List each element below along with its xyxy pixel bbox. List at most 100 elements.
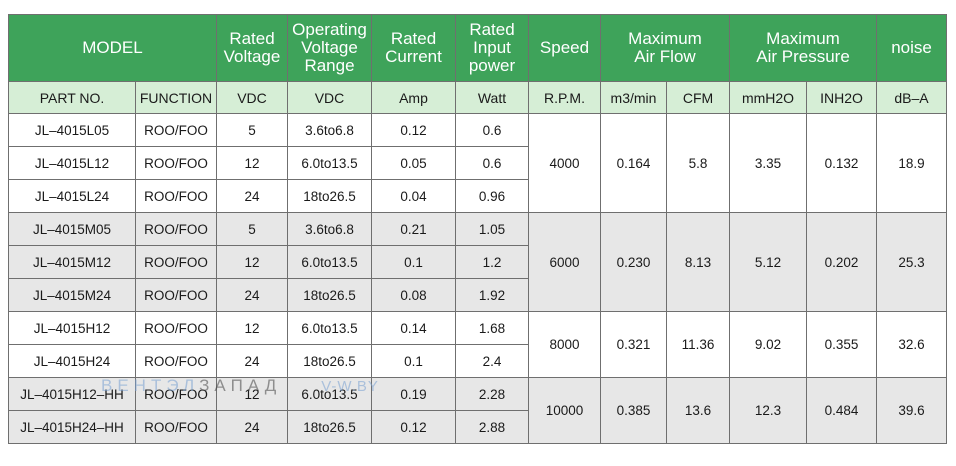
voltage-range-cell: 18to26.5 [287, 179, 372, 213]
function-cell: ROO/FOO [135, 278, 217, 312]
subheader-mmh2o: mmH2O [729, 81, 808, 114]
rated-current-cell: 0.19 [371, 377, 456, 411]
subheader-function: FUNCTION [135, 81, 217, 114]
header-model: MODEL [8, 14, 217, 82]
air-flow-cfm-cell: 8.13 [665, 212, 731, 312]
rated-current-cell: 0.1 [371, 245, 456, 279]
air-pressure-inh2o-cell: 0.132 [806, 113, 878, 213]
rated-current-cell: 0.08 [371, 278, 456, 312]
input-power-cell: 2.88 [455, 410, 529, 444]
air-flow-m3min-cell: 0.385 [600, 377, 667, 444]
function-cell: ROO/FOO [135, 113, 217, 147]
rated-current-cell: 0.14 [371, 311, 456, 345]
subheader-row: PART NO. FUNCTION VDC VDC Amp Watt R.P.M… [8, 81, 948, 114]
table-row: JL–4015M12 ROO/FOO 12 6.0to13.5 0.1 1.2 [8, 245, 947, 279]
voltage-range-cell: 6.0to13.5 [287, 146, 372, 180]
air-flow-m3min-cell: 0.321 [600, 311, 667, 378]
air-flow-cfm-cell: 13.6 [665, 377, 731, 444]
part-no-cell: JL–4015H12–HH [8, 377, 136, 411]
speed-cell: 10000 [528, 377, 601, 444]
part-no-cell: JL–4015M12 [8, 245, 136, 279]
header-operating-voltage-range: Operating Voltage Range [287, 14, 372, 82]
function-cell: ROO/FOO [135, 179, 217, 213]
voltage-range-cell: 6.0to13.5 [287, 311, 372, 345]
table-row: JL–4015H12–HH ROO/FOO 12 6.0to13.5 0.19 2.28 1… [8, 377, 948, 444]
rated-voltage-cell: 12 [216, 377, 288, 411]
part-no-cell: JL–4015M24 [8, 278, 136, 312]
air-pressure-inh2o-cell: 0.355 [806, 311, 878, 378]
fan-spec-table: MODEL Rated Voltage Operating Voltage Ra… [8, 14, 948, 444]
table-row: JL–4015L05 ROO/FOO 5 3.6to6.8 0.12 0.6 4000 0.1… [8, 113, 948, 213]
input-power-cell: 0.6 [455, 146, 529, 180]
function-cell: ROO/FOO [135, 212, 217, 246]
rated-voltage-cell: 24 [216, 410, 288, 444]
voltage-range-cell: 18to26.5 [287, 278, 372, 312]
air-flow-m3min-cell: 0.230 [600, 212, 667, 312]
function-cell: ROO/FOO [135, 377, 217, 411]
part-no-cell: JL–4015H24–HH [8, 410, 136, 444]
rated-current-cell: 0.21 [371, 212, 456, 246]
air-pressure-mmh2o-cell: 12.3 [729, 377, 808, 444]
noise-cell: 39.6 [876, 377, 948, 444]
speed-cell: 8000 [528, 311, 601, 378]
noise-cell: 25.3 [876, 212, 948, 312]
rated-voltage-cell: 12 [216, 245, 288, 279]
subheader-part-no: PART NO. [8, 81, 136, 114]
input-power-cell: 1.68 [455, 311, 529, 345]
part-no-cell: JL–4015L05 [8, 113, 136, 147]
noise-cell: 18.9 [876, 113, 948, 213]
function-cell: ROO/FOO [135, 410, 217, 444]
rated-current-cell: 0.05 [371, 146, 456, 180]
air-pressure-mmh2o-cell: 9.02 [729, 311, 808, 378]
voltage-range-cell: 18to26.5 [287, 344, 372, 378]
rated-current-cell: 0.12 [371, 410, 456, 444]
function-cell: ROO/FOO [135, 245, 217, 279]
subheader-vdc-range: VDC [287, 81, 372, 114]
table-row: JL–4015L24 ROO/FOO 24 18to26.5 0.04 0.96 [8, 179, 947, 213]
rated-voltage-cell: 12 [216, 146, 288, 180]
voltage-range-cell: 3.6to6.8 [287, 113, 372, 147]
rated-voltage-cell: 24 [216, 278, 288, 312]
noise-cell: 32.6 [876, 311, 948, 378]
subheader-rpm: R.P.M. [528, 81, 601, 114]
subheader-dba: dB–A [876, 81, 948, 114]
air-pressure-mmh2o-cell: 3.35 [729, 113, 808, 213]
voltage-range-cell: 6.0to13.5 [287, 245, 372, 279]
voltage-range-cell: 18to26.5 [287, 410, 372, 444]
input-power-cell: 1.92 [455, 278, 529, 312]
rated-voltage-cell: 24 [216, 344, 288, 378]
rated-voltage-cell: 5 [216, 212, 288, 246]
air-pressure-inh2o-cell: 0.202 [806, 212, 878, 312]
rated-voltage-cell: 24 [216, 179, 288, 213]
part-no-cell: JL–4015M05 [8, 212, 136, 246]
subheader-watt: Watt [455, 81, 529, 114]
input-power-cell: 0.6 [455, 113, 529, 147]
header-rated-input-power: Rated Input power [455, 14, 529, 82]
header-max-air-pressure: Maximum Air Pressure [729, 14, 878, 82]
rated-current-cell: 0.12 [371, 113, 456, 147]
air-pressure-mmh2o-cell: 5.12 [729, 212, 808, 312]
header-row: MODEL Rated Voltage Operating Voltage Ra… [8, 14, 948, 82]
rated-current-cell: 0.1 [371, 344, 456, 378]
part-no-cell: JL–4015H24 [8, 344, 136, 378]
speed-cell: 4000 [528, 113, 601, 213]
air-pressure-inh2o-cell: 0.484 [806, 377, 878, 444]
rated-current-cell: 0.04 [371, 179, 456, 213]
header-rated-current: Rated Current [371, 14, 456, 82]
subheader-inh2o: INH2O [806, 81, 878, 114]
table-row: JL–4015M05 ROO/FOO 5 3.6to6.8 0.21 1.05 6000 0.… [8, 212, 948, 312]
header-noise: noise [876, 14, 948, 82]
header-rated-voltage: Rated Voltage [216, 14, 288, 82]
air-flow-cfm-cell: 11.36 [665, 311, 731, 378]
function-cell: ROO/FOO [135, 311, 217, 345]
speed-cell: 6000 [528, 212, 601, 312]
subheader-amp: Amp [371, 81, 456, 114]
rated-voltage-cell: 5 [216, 113, 288, 147]
table-row: JL–4015H24 ROO/FOO 24 18to26.5 0.1 2.4 [8, 344, 947, 378]
voltage-range-cell: 6.0to13.5 [287, 377, 372, 411]
table-row: JL–4015H12 ROO/FOO 12 6.0to13.5 0.14 1.68 8000… [8, 311, 948, 378]
part-no-cell: JL–4015L12 [8, 146, 136, 180]
input-power-cell: 2.28 [455, 377, 529, 411]
part-no-cell: JL–4015L24 [8, 179, 136, 213]
function-cell: ROO/FOO [135, 344, 217, 378]
